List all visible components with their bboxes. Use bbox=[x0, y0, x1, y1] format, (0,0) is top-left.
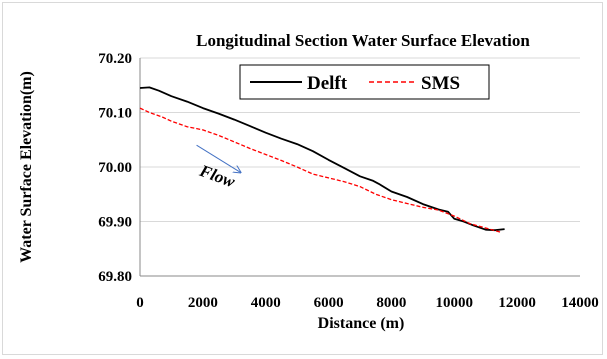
chart-svg: Longitudinal Section Water Surface Eleva… bbox=[18, 31, 599, 332]
x-axis-label: Distance (m) bbox=[318, 315, 405, 332]
y-tick-label: 70.20 bbox=[98, 51, 132, 67]
legend-label-sms: SMS bbox=[421, 73, 460, 94]
series-layer bbox=[139, 86, 505, 234]
x-tick-label: 2000 bbox=[188, 295, 218, 311]
y-axis-label: Water Surface Elevation(m) bbox=[18, 71, 35, 263]
y-tick-label: 69.80 bbox=[98, 269, 132, 285]
x-tick-label: 4000 bbox=[251, 295, 281, 311]
series-line-delft bbox=[139, 86, 505, 232]
legend-label-delft: Delft bbox=[307, 73, 348, 94]
series-line-sms bbox=[139, 107, 502, 234]
x-tick-label: 0 bbox=[136, 295, 144, 311]
legend: Delft SMS bbox=[239, 64, 490, 100]
y-tick-label: 70.00 bbox=[98, 160, 132, 176]
y-tick-label: 70.10 bbox=[98, 106, 132, 122]
flow-label: Flow bbox=[196, 161, 238, 192]
x-tick-label: 8000 bbox=[376, 295, 406, 311]
tick-label-layer: 69.80 69.90 70.00 70.10 70.20 0 2000 4000 6000 80… bbox=[98, 51, 599, 311]
y-tick-label: 69.90 bbox=[98, 215, 132, 231]
x-tick-label: 6000 bbox=[314, 295, 344, 311]
chart-title: Longitudinal Section Water Surface Eleva… bbox=[196, 31, 530, 50]
x-tick-label: 14000 bbox=[561, 295, 599, 311]
x-tick-label: 10000 bbox=[436, 295, 474, 311]
x-tick-label: 12000 bbox=[498, 295, 536, 311]
flow-arrow bbox=[196, 144, 241, 172]
annotation-layer: Flow bbox=[196, 144, 241, 192]
axis-layer bbox=[139, 58, 580, 277]
chart-frame: Longitudinal Section Water Surface Eleva… bbox=[2, 2, 603, 355]
